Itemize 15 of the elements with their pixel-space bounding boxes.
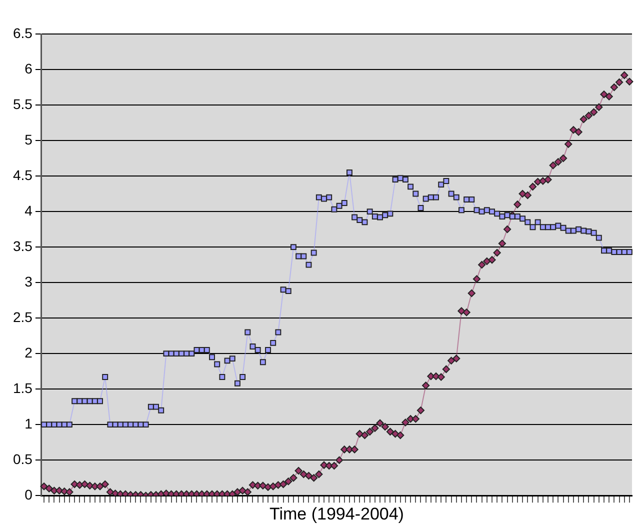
y-tick-label: 5 (24, 131, 33, 148)
y-tick-label: 4.5 (12, 166, 33, 183)
y-tick-label: 1 (24, 415, 33, 432)
y-tick-label: 5.5 (12, 96, 33, 112)
y-tick-label: 1.5 (12, 380, 33, 396)
x-axis-title: Time (1994-2004) (269, 504, 404, 524)
y-tick-label: 6 (24, 60, 33, 76)
y-tick-label: 4 (24, 202, 33, 218)
y-tick-label: 3 (24, 273, 33, 290)
y-tick-label: 6.5 (12, 24, 33, 41)
y-tick-label: 2 (24, 344, 33, 360)
y-tick-label: 0 (24, 486, 33, 502)
y-tick-label: 0.5 (12, 450, 33, 467)
y-tick-label: 3.5 (12, 238, 33, 254)
y-tick-label: 2.5 (12, 308, 33, 325)
